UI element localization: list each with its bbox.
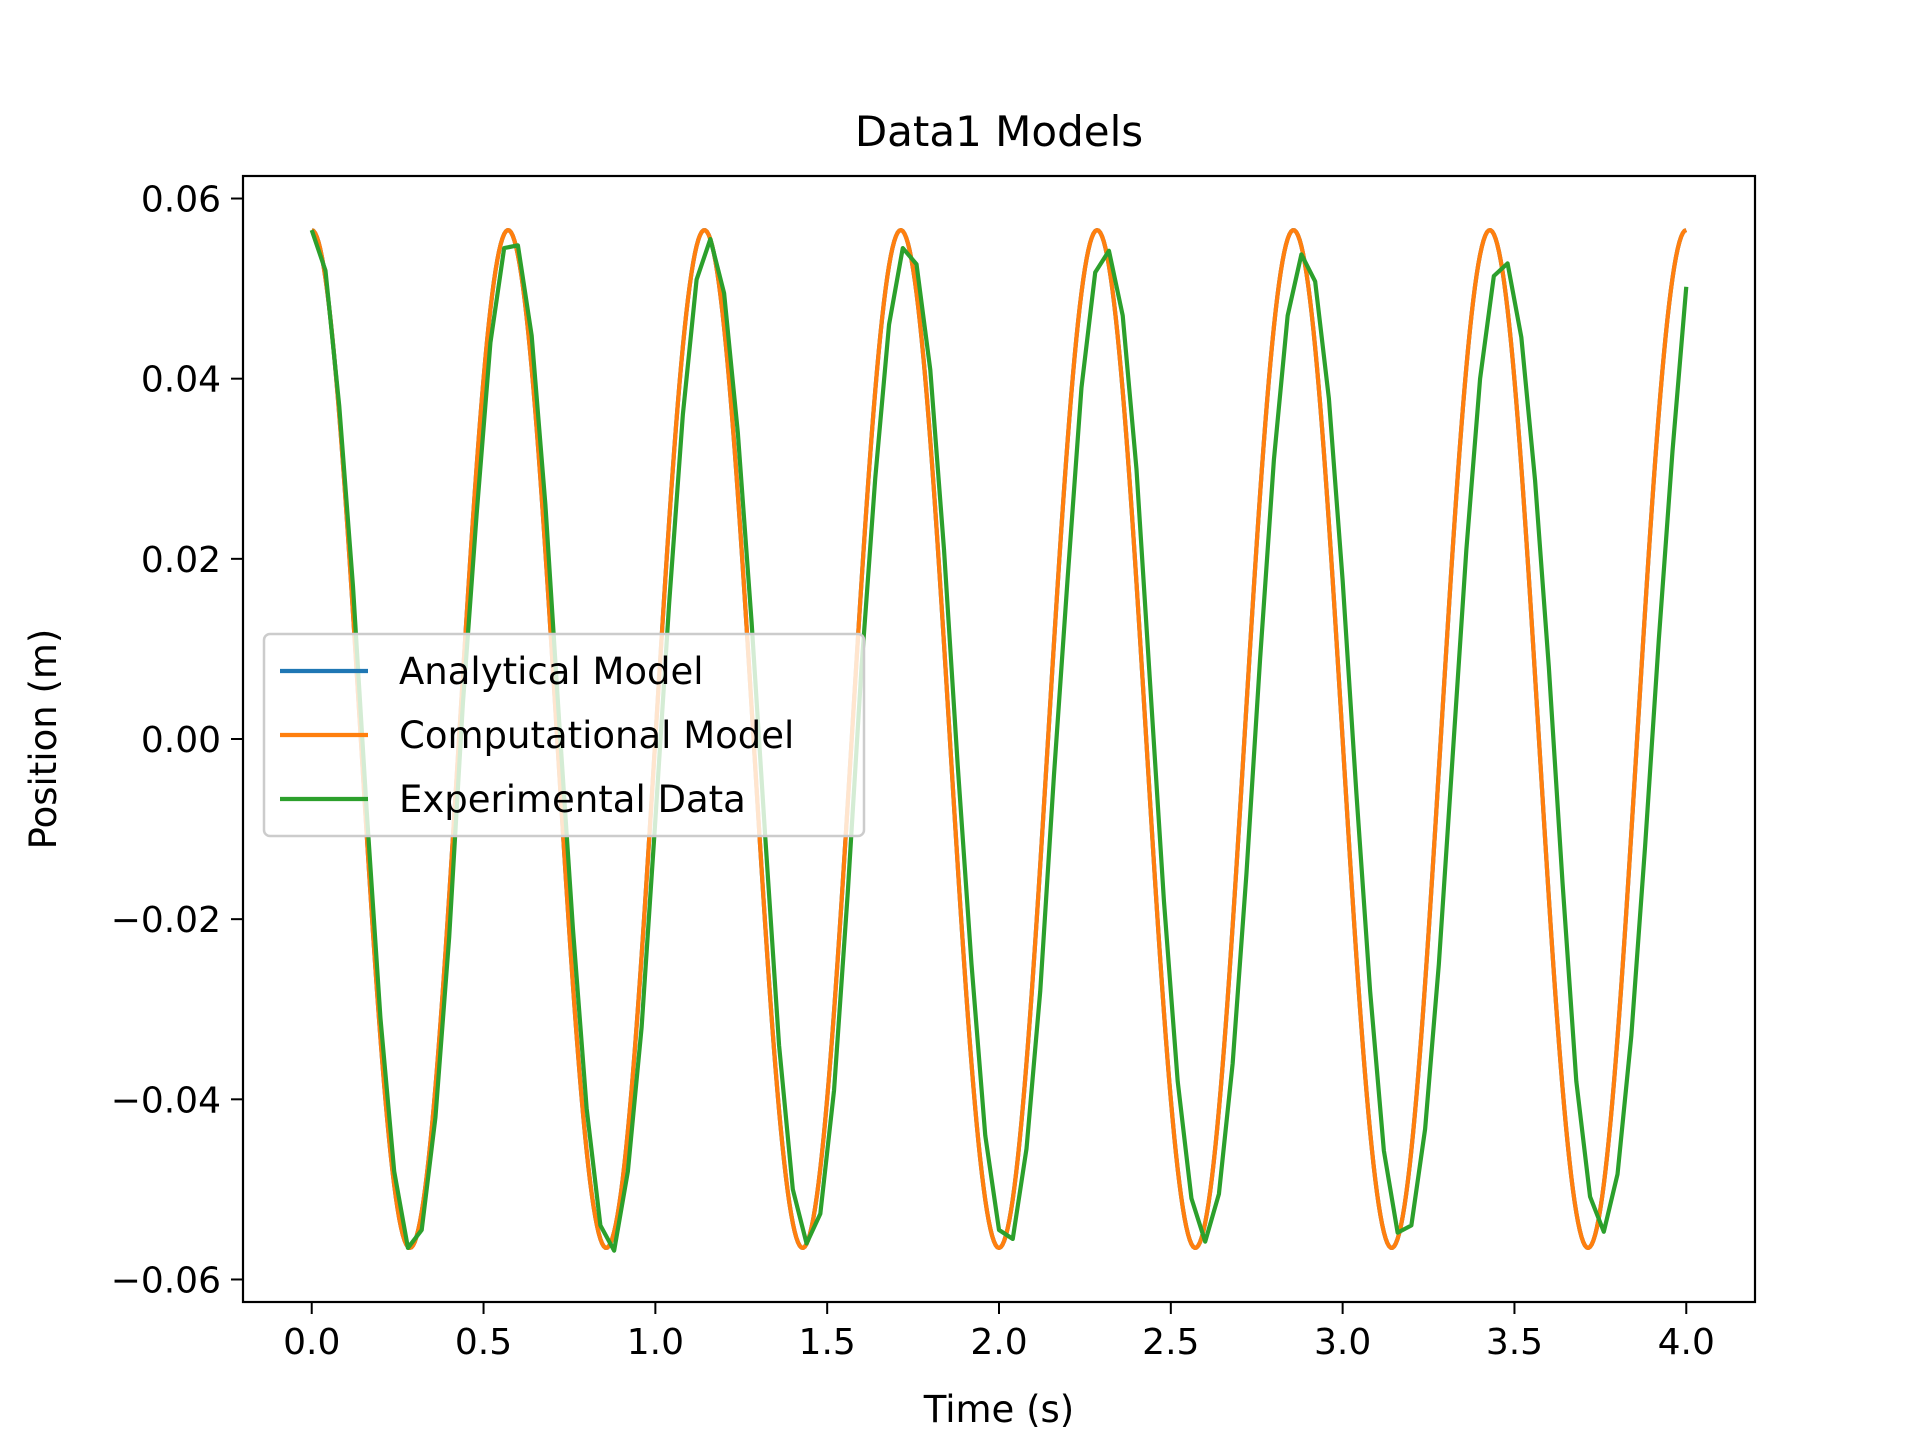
legend: Analytical Model Computational Model Exper… <box>262 632 866 838</box>
x-tick-label: 1.0 <box>627 1322 684 1363</box>
axis-ticks: 0.0 0.5 1.0 1.5 2.0 2.5 3.0 3.5 4.0 0.06 0.04 0.02 0… <box>111 180 1715 1363</box>
x-tick-label: 0.5 <box>455 1322 512 1363</box>
x-tick-label: 0.0 <box>283 1322 340 1363</box>
plot-area <box>309 227 1689 1253</box>
plot-frame <box>241 174 1757 1304</box>
x-tick-label: 3.5 <box>1486 1322 1543 1363</box>
y-tick-label: 0.06 <box>141 180 221 221</box>
chart-title: Data1 Models <box>855 107 1143 156</box>
y-tick-label: 0.00 <box>141 720 221 761</box>
x-tick-label: 3.0 <box>1314 1322 1371 1363</box>
legend-label: Computational Model <box>399 714 794 757</box>
x-tick-label: 4.0 <box>1658 1322 1715 1363</box>
y-tick-label: 0.04 <box>141 360 221 401</box>
y-axis-label: Position (m) <box>22 629 65 850</box>
legend-box <box>262 632 866 838</box>
series-line-2 <box>309 229 1689 1253</box>
y-tick-label: −0.06 <box>111 1260 221 1301</box>
y-tick-label: −0.02 <box>111 900 221 941</box>
y-tick-label: −0.04 <box>111 1080 221 1121</box>
y-tick-label: 0.02 <box>141 540 221 581</box>
x-tick-label: 2.0 <box>970 1322 1027 1363</box>
x-axis-label: Time (s) <box>923 1388 1074 1431</box>
x-tick-label: 2.5 <box>1142 1322 1199 1363</box>
x-tick-label: 1.5 <box>799 1322 856 1363</box>
legend-label: Experimental Data <box>399 778 746 821</box>
series-line-1 <box>310 227 1688 1251</box>
legend-label: Analytical Model <box>399 650 704 693</box>
